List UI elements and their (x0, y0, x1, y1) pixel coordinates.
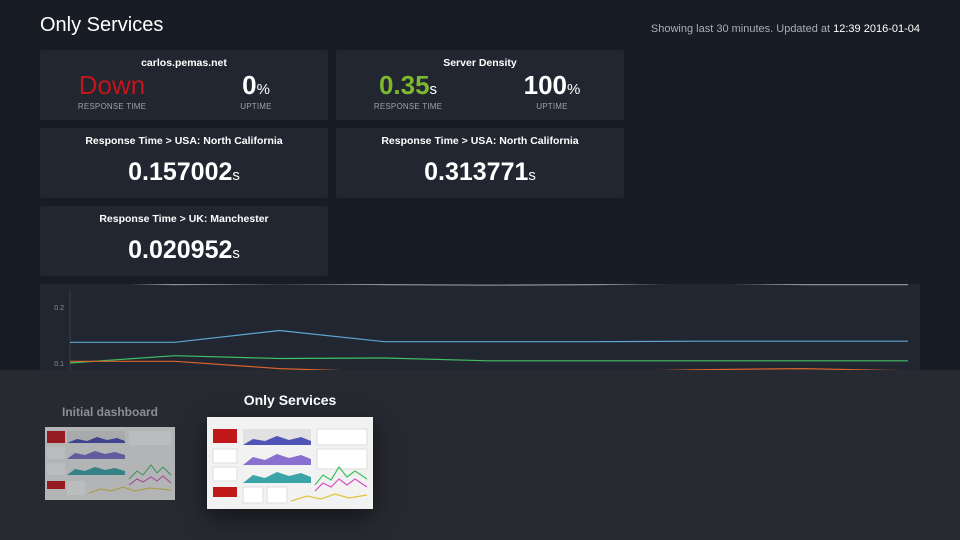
response-time-metric: 0.35s RESPONSE TIME (336, 70, 480, 111)
uptime-number: 0 (242, 70, 257, 100)
response-number: 0.313771 (424, 158, 529, 186)
response-unit: s (528, 167, 536, 184)
response-time-metric: Down RESPONSE TIME (40, 70, 184, 111)
response-time-chart-svg: 0.2 0.1 (54, 284, 908, 370)
series-line-4 (70, 360, 899, 370)
dashboard-label-only-services: Only Services (243, 392, 337, 408)
response-panel-title: Response Time > UK: Manchester (99, 213, 269, 225)
dashboard-preview-image (207, 417, 373, 509)
response-unit: s (429, 81, 438, 98)
response-unit: s (232, 245, 240, 262)
response-panel-value: 0.157002s (40, 158, 328, 187)
response-number: 0.157002 (128, 158, 233, 186)
response-panel-value: 0.020952s (40, 236, 328, 265)
response-unit: s (232, 167, 240, 184)
series-line-1 (129, 284, 908, 286)
status-time: 12:39 2016-01-04 (833, 23, 920, 35)
response-panel-1[interactable]: Response Time > USA: North California 0.… (40, 128, 328, 198)
service-panel-server-density[interactable]: Server Density 0.35s RESPONSE TIME 100% … (336, 50, 624, 120)
uptime-number: 100 (523, 70, 568, 100)
dashboard-switcher: Initial dashboard Only Services (0, 370, 960, 540)
uptime-metric: 0% UPTIME (184, 70, 328, 111)
response-panel-2[interactable]: Response Time > USA: North California 0.… (336, 128, 624, 198)
series-line-3 (69, 355, 908, 364)
dashboard-label-initial: Initial dashboard (61, 405, 158, 419)
uptime-label: UPTIME (536, 102, 568, 111)
service-panel-carlos[interactable]: carlos.pemas.net Down RESPONSE TIME 0% U… (40, 50, 328, 120)
response-value: 0.35 (378, 70, 430, 100)
response-panel-title: Response Time > USA: North California (85, 135, 283, 147)
dashboard-thumbnail-initial[interactable] (45, 427, 175, 500)
page-title: Only Services (40, 14, 164, 36)
uptime-value: 0% (184, 70, 328, 105)
y-tick-label: 0.2 (54, 305, 64, 312)
uptime-unit: % (567, 81, 581, 98)
service-name: carlos.pemas.net (141, 57, 227, 69)
response-time-label: RESPONSE TIME (373, 102, 443, 111)
status-text: Showing last 30 minutes. Updated at (650, 23, 834, 35)
update-status: Showing last 30 minutes. Updated at 12:3… (651, 23, 920, 35)
response-panel-title: Response Time > USA: North California (381, 135, 579, 147)
series-line-2 (70, 329, 908, 343)
service-name: Server Density (443, 57, 517, 69)
response-time-chart[interactable]: 0.2 0.1 (40, 284, 920, 370)
response-panel-value: 0.313771s (336, 158, 624, 187)
uptime-unit: % (256, 81, 270, 98)
response-number: 0.020952 (128, 236, 233, 264)
response-time-value: Down (40, 70, 184, 105)
y-tick-label: 0.1 (54, 361, 64, 368)
uptime-metric: 100% UPTIME (480, 70, 624, 111)
uptime-label: UPTIME (240, 102, 272, 111)
response-panel-3[interactable]: Response Time > UK: Manchester 0.020952s (40, 206, 328, 276)
response-time-label: RESPONSE TIME (77, 102, 147, 111)
dashboard-thumbnail-only-services[interactable] (207, 417, 373, 509)
dashboard-preview-image (45, 427, 175, 500)
response-time-value: 0.35s (336, 70, 480, 105)
uptime-value: 100% (480, 70, 624, 105)
response-value: Down (78, 70, 146, 100)
